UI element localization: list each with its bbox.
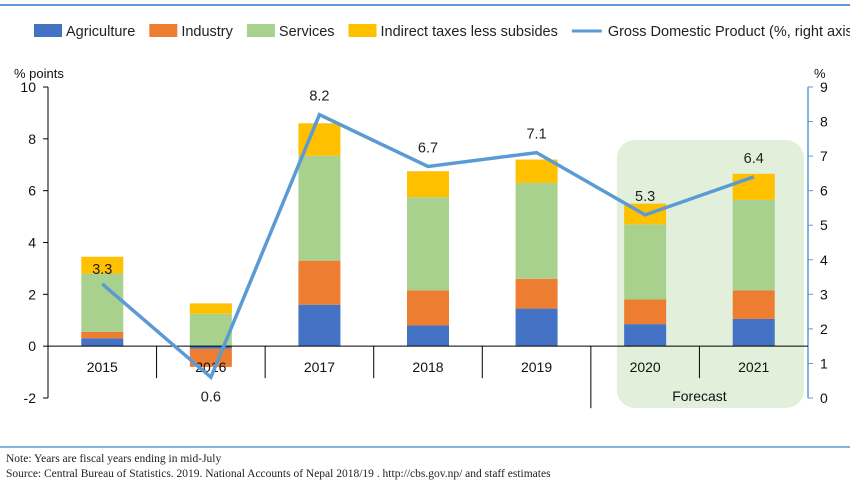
bar-2020-services — [624, 224, 667, 300]
gdp-label-2018: 6.7 — [418, 140, 438, 156]
right-tick-label-9: 8 — [820, 114, 828, 130]
right-tick-label-4: 3 — [820, 286, 828, 302]
bar-2020-agriculture — [624, 324, 667, 347]
gdp-label-2020: 5.3 — [635, 189, 655, 205]
bar-2015-services — [81, 273, 124, 332]
bar-2019-indirect — [515, 159, 558, 183]
right-tick-label-8: 7 — [820, 148, 828, 164]
bar-2019-services — [515, 182, 558, 279]
right-tick-label-10: 9 — [820, 79, 828, 95]
bar-2017-agriculture — [298, 304, 341, 347]
x-tick-label-2017: 2017 — [304, 359, 335, 375]
gdp-label-2016: 0.6 — [201, 389, 221, 405]
bar-2018-indirect — [407, 171, 449, 198]
left-tick-label-1: -2 — [24, 390, 37, 406]
legend-label-gdp: Gross Domestic Product (%, right axis) — [608, 24, 850, 40]
chart-notes: Note: Years are fiscal years ending in m… — [6, 452, 551, 482]
bar-2021-services — [732, 199, 775, 291]
bar-2017-services — [298, 155, 341, 261]
legend-label-2: Industry — [181, 24, 233, 40]
left-axis-title: % points — [14, 66, 64, 81]
right-tick-label-3: 2 — [820, 321, 828, 337]
x-tick-label-2020: 2020 — [630, 359, 661, 375]
gdp-label-2017: 8.2 — [309, 89, 329, 105]
x-tick-label-2019: 2019 — [521, 359, 552, 375]
bar-2021-agriculture — [732, 318, 775, 347]
bar-2016-agriculture — [189, 346, 232, 349]
right-tick-label-7: 6 — [820, 183, 828, 199]
legend-swatch-3 — [246, 24, 275, 37]
right-tick-label-6: 5 — [820, 217, 828, 233]
bar-2018-agriculture — [407, 325, 449, 347]
left-tick-label-2: 0 — [28, 338, 36, 354]
gdp-label-2019: 7.1 — [526, 127, 546, 143]
legend-label-1: Agriculture — [66, 24, 135, 40]
legend-swatch-2 — [149, 24, 178, 37]
right-tick-label-1: 0 — [820, 390, 828, 406]
source-text: Source: Central Bureau of Statistics. 20… — [6, 468, 551, 480]
left-tick-label-4: 4 — [28, 235, 36, 251]
bar-2018-services — [407, 197, 449, 291]
right-axis-title: % — [814, 66, 826, 81]
bar-2015-indirect — [81, 256, 124, 274]
legend-swatch-4 — [348, 24, 377, 37]
bar-2021-industry — [732, 290, 775, 319]
bar-2016-indirect — [189, 303, 232, 314]
legend-label-3: Services — [279, 24, 335, 40]
right-tick-label-5: 4 — [820, 252, 828, 268]
legend-swatch-1 — [34, 24, 62, 37]
forecast-label: Forecast — [672, 388, 727, 404]
x-tick-label-2021: 2021 — [738, 359, 769, 375]
left-tick-label-6: 8 — [28, 131, 36, 147]
note-text: Note: Years are fiscal years ending in m… — [6, 453, 222, 465]
x-tick-label-2015: 2015 — [87, 359, 118, 375]
bar-2020-industry — [624, 299, 667, 325]
bar-2019-agriculture — [515, 308, 558, 347]
chart: Agriculture Industry Services Indirect taxe… — [0, 4, 850, 448]
right-tick-label-2: 1 — [820, 355, 828, 371]
bar-2015-industry — [81, 331, 124, 339]
left-tick-label-3: 2 — [28, 286, 36, 302]
bar-2015-agriculture — [81, 338, 124, 347]
bar-2019-industry — [515, 278, 558, 309]
x-tick-label-2018: 2018 — [412, 359, 443, 375]
bar-2018-industry — [407, 290, 449, 326]
left-tick-label-5: 6 — [28, 183, 36, 199]
left-tick-label-7: 10 — [20, 79, 36, 95]
gdp-line — [101, 112, 755, 381]
legend-label-4: Indirect taxes less subsides — [381, 24, 558, 40]
gdp-label-2015: 3.3 — [92, 262, 112, 278]
bar-2017-industry — [298, 260, 341, 305]
gdp-label-2021: 6.4 — [744, 151, 764, 167]
